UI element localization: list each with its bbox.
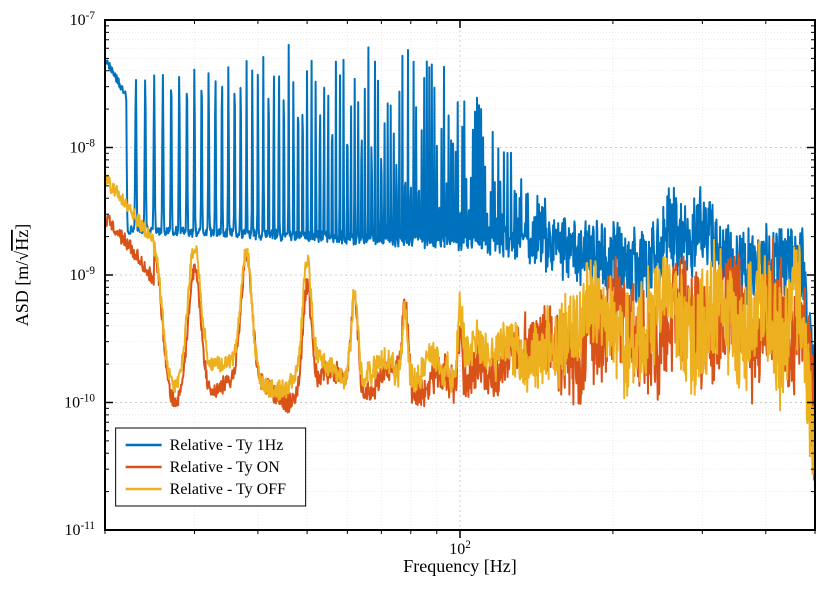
chart-svg: 10210-1110-1010-910-810-7Frequency [Hz]A… [0,0,830,590]
y-axis-label: ASD [m/√Hz] [12,224,32,326]
legend: Relative - Ty 1Hz Relative - Ty ON Relativ… [116,428,306,506]
spectrum-chart: 10210-1110-1010-910-810-7Frequency [Hz]A… [0,0,830,590]
legend-label: Relative - Ty 1Hz [170,437,284,454]
legend-label: Relative - Ty OFF [170,481,286,498]
legend-label: Relative - Ty ON [170,459,281,476]
x-axis-label: Frequency [Hz] [403,556,516,576]
